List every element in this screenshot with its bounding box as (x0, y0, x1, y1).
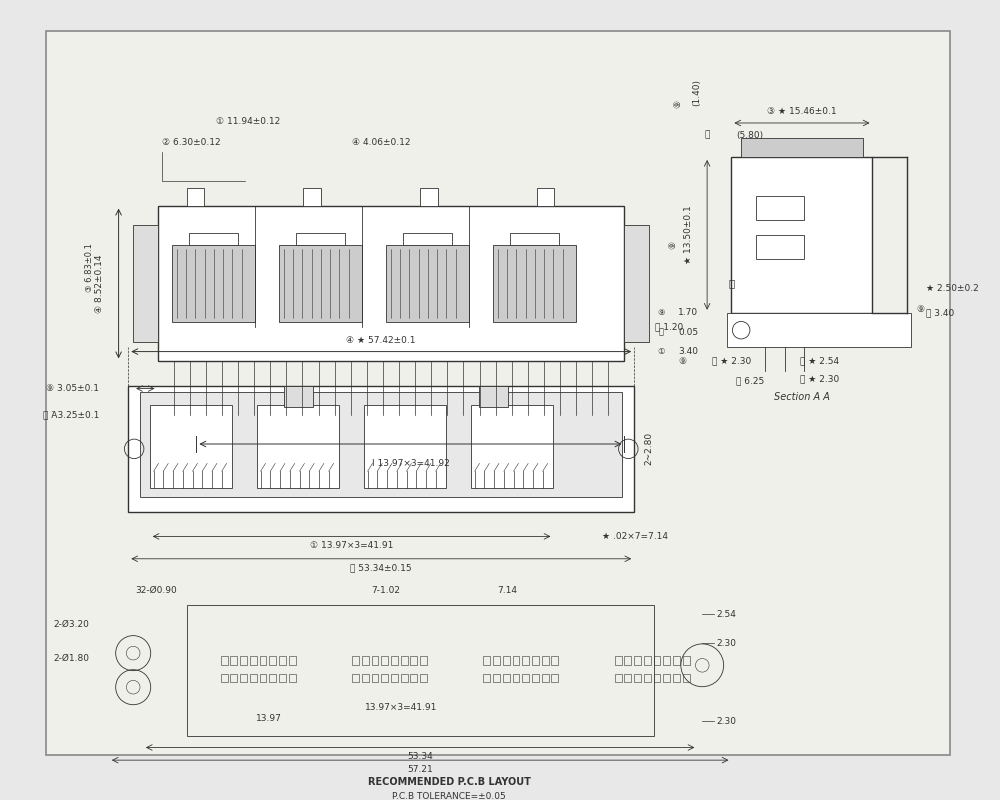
FancyBboxPatch shape (46, 30, 950, 755)
FancyBboxPatch shape (493, 245, 576, 322)
Text: 7-1.02: 7-1.02 (372, 586, 401, 594)
Text: ② 6.30±0.12: ② 6.30±0.12 (162, 138, 221, 147)
FancyBboxPatch shape (537, 188, 554, 206)
FancyBboxPatch shape (133, 225, 158, 342)
Text: 2~2.80: 2~2.80 (644, 432, 653, 466)
FancyBboxPatch shape (479, 386, 508, 407)
Text: P.C.B TOLERANCE=±0.05: P.C.B TOLERANCE=±0.05 (392, 792, 506, 800)
Text: ① 11.94±0.12: ① 11.94±0.12 (216, 117, 280, 126)
Text: 1.70: 1.70 (678, 308, 698, 317)
FancyBboxPatch shape (284, 386, 313, 407)
FancyBboxPatch shape (140, 393, 622, 498)
FancyBboxPatch shape (741, 138, 863, 157)
FancyBboxPatch shape (296, 233, 345, 245)
FancyBboxPatch shape (128, 386, 634, 512)
Text: ④ 4.06±0.12: ④ 4.06±0.12 (352, 138, 411, 147)
Text: 2.54: 2.54 (717, 610, 737, 618)
Text: ★ 2.50±0.2: ★ 2.50±0.2 (926, 284, 979, 293)
Text: 0.05: 0.05 (678, 328, 698, 337)
Text: ③ ★ 15.46±0.1: ③ ★ 15.46±0.1 (767, 107, 837, 116)
Text: 32-Ø0.90: 32-Ø0.90 (135, 586, 177, 594)
Text: ⓚ 6.25: ⓚ 6.25 (736, 376, 765, 385)
FancyBboxPatch shape (158, 206, 624, 362)
Text: (5.80): (5.80) (736, 130, 763, 139)
FancyBboxPatch shape (150, 405, 232, 488)
Text: ③ 6.83±0.1: ③ 6.83±0.1 (85, 243, 94, 292)
Text: ④ ★ 57.42±0.1: ④ ★ 57.42±0.1 (346, 336, 416, 345)
FancyBboxPatch shape (364, 405, 446, 488)
Text: ⑨ 3.05±0.1: ⑨ 3.05±0.1 (46, 384, 99, 393)
Text: ①: ① (658, 347, 665, 356)
Text: ⓔ: ⓔ (704, 130, 710, 139)
FancyBboxPatch shape (420, 188, 438, 206)
Text: 13.97: 13.97 (256, 714, 282, 723)
FancyBboxPatch shape (279, 245, 362, 322)
Text: ⓛ ★ 2.54: ⓛ ★ 2.54 (800, 357, 839, 366)
Text: 2.30: 2.30 (717, 639, 737, 648)
Text: 57.21: 57.21 (407, 765, 433, 774)
FancyBboxPatch shape (189, 233, 238, 245)
Text: ⑨: ⑨ (669, 241, 678, 249)
FancyBboxPatch shape (257, 405, 339, 488)
FancyBboxPatch shape (727, 313, 911, 346)
Text: Ⓣ: Ⓣ (659, 328, 664, 337)
Text: 7.14: 7.14 (498, 586, 518, 594)
Text: ⓕ ★ 2.30: ⓕ ★ 2.30 (712, 357, 751, 366)
Text: 2-Ø1.80: 2-Ø1.80 (53, 654, 89, 662)
FancyBboxPatch shape (187, 188, 204, 206)
Text: Ⓐ 3.40: Ⓐ 3.40 (926, 308, 954, 317)
Text: 2.30: 2.30 (717, 717, 737, 726)
Text: 13.97×3=41.91: 13.97×3=41.91 (365, 702, 437, 712)
Text: ★ 13.50±0.1: ★ 13.50±0.1 (684, 206, 693, 264)
FancyBboxPatch shape (471, 405, 553, 488)
Text: Ⅰ 13.97×3=41.92: Ⅰ 13.97×3=41.92 (372, 458, 449, 467)
Text: ⓞ 53.34±0.15: ⓞ 53.34±0.15 (350, 564, 412, 573)
FancyBboxPatch shape (386, 245, 469, 322)
Text: ⓜ ★ 2.30: ⓜ ★ 2.30 (800, 374, 839, 383)
Text: ⑨: ⑨ (673, 100, 682, 108)
Text: Ⓐ Ά3.25±0.1: Ⓐ Ά3.25±0.1 (43, 410, 99, 419)
Text: ⑨: ⑨ (916, 306, 924, 314)
Text: 3.40: 3.40 (678, 347, 698, 356)
FancyBboxPatch shape (303, 188, 321, 206)
Text: ⓐ 1.20: ⓐ 1.20 (655, 322, 683, 332)
FancyBboxPatch shape (510, 233, 559, 245)
Text: ④ 8.52±0.14: ④ 8.52±0.14 (95, 254, 104, 313)
Text: ★ .02×7=7.14: ★ .02×7=7.14 (602, 532, 668, 541)
Text: Section A A: Section A A (774, 393, 830, 402)
Text: RECOMMENDED P.C.B LAYOUT: RECOMMENDED P.C.B LAYOUT (368, 777, 531, 786)
FancyBboxPatch shape (403, 233, 452, 245)
Text: 53.34: 53.34 (407, 752, 433, 762)
Text: ⑨: ⑨ (658, 308, 665, 317)
FancyBboxPatch shape (172, 245, 255, 322)
Text: Ⓕ: Ⓕ (728, 278, 735, 289)
Text: (1.40): (1.40) (693, 79, 702, 106)
FancyBboxPatch shape (731, 157, 872, 313)
FancyBboxPatch shape (624, 225, 649, 342)
Text: ① 13.97×3=41.91: ① 13.97×3=41.91 (310, 542, 393, 550)
Text: 2-Ø3.20: 2-Ø3.20 (54, 619, 89, 629)
Text: ⑨: ⑨ (679, 357, 687, 366)
